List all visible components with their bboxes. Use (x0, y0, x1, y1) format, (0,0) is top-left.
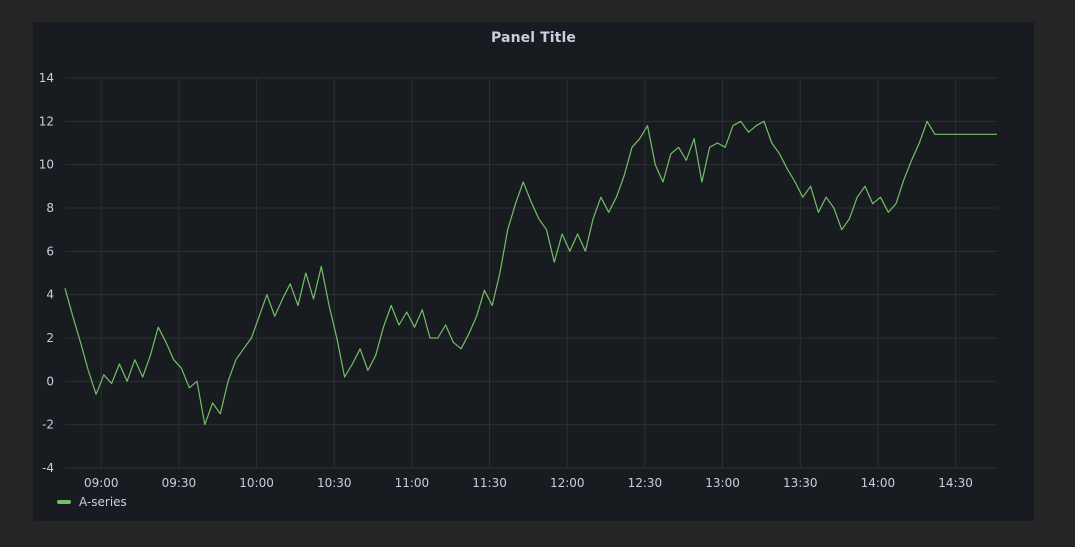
graph-panel: Panel Title -4 -2 0 2 4 6 8 10 12 14 09:00 09:30 10… (33, 22, 1034, 521)
x-tick-label: 09:00 (84, 476, 119, 490)
y-tick-label: 12 (39, 114, 54, 128)
chart-plot-area: -4 -2 0 2 4 6 8 10 12 14 09:00 09:30 10:00 10:30 11:0… (39, 71, 997, 490)
x-tick-label: 10:30 (317, 476, 352, 490)
y-tick-label: -4 (42, 461, 54, 475)
x-tick-label: 09:30 (162, 476, 197, 490)
x-tick-label: 12:00 (550, 476, 585, 490)
x-tick-label: 14:00 (861, 476, 896, 490)
y-tick-label: 8 (46, 201, 54, 215)
legend-swatch-icon (57, 500, 71, 504)
chart-grid (65, 77, 997, 469)
x-axis: 09:00 09:30 10:00 10:30 11:00 11:30 12:00 12:30… (84, 476, 973, 490)
x-tick-label: 11:30 (472, 476, 507, 490)
x-tick-label: 11:00 (395, 476, 430, 490)
x-tick-label: 10:00 (239, 476, 274, 490)
x-tick-label: 12:30 (628, 476, 663, 490)
y-tick-label: -2 (42, 418, 54, 432)
x-tick-label: 13:00 (705, 476, 740, 490)
y-tick-label: 10 (39, 158, 54, 172)
x-tick-label: 14:30 (938, 476, 973, 490)
y-axis: -4 -2 0 2 4 6 8 10 12 14 (39, 71, 54, 475)
y-tick-label: 4 (46, 288, 54, 302)
y-tick-label: 0 (46, 374, 54, 388)
panel-title[interactable]: Panel Title (491, 30, 576, 46)
series-line-a[interactable] (64, 120, 997, 426)
y-tick-label: 2 (46, 331, 54, 345)
y-tick-label: 14 (39, 71, 54, 85)
y-tick-label: 6 (46, 244, 54, 258)
legend[interactable]: A-series (57, 495, 127, 509)
series-layer (64, 120, 997, 426)
x-tick-label: 13:30 (783, 476, 818, 490)
legend-label[interactable]: A-series (79, 495, 127, 509)
